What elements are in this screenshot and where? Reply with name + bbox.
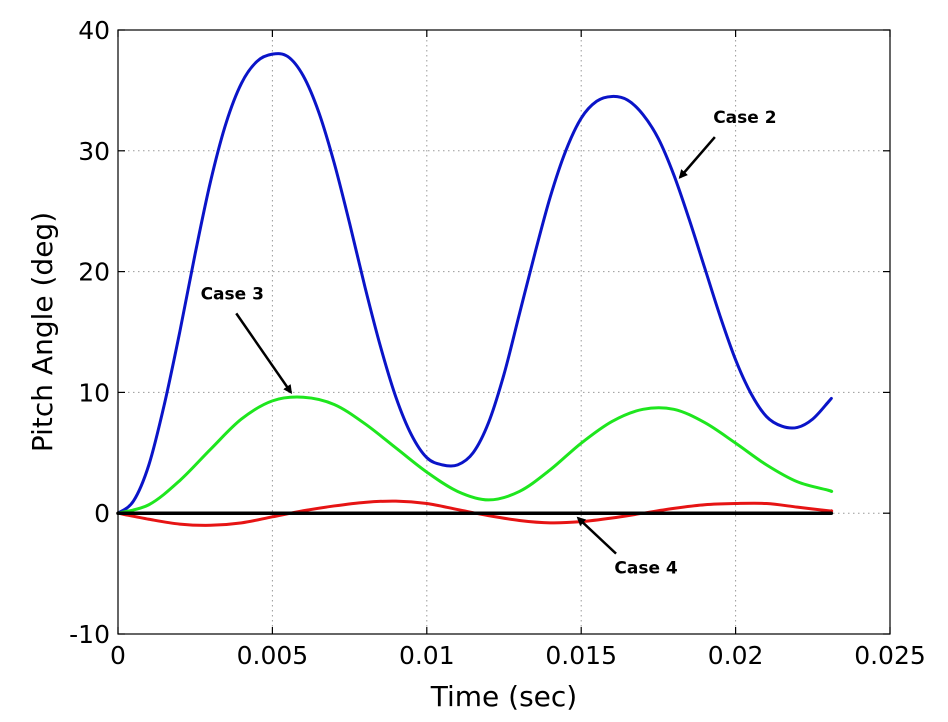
- y-tick-label: 20: [78, 258, 110, 287]
- y-tick-label: 30: [78, 137, 110, 166]
- plot-frame: [117, 29, 891, 635]
- series-line-case-2: [116, 52, 833, 515]
- x-tick-label: 0.01: [399, 641, 455, 670]
- plot-series: [116, 52, 834, 527]
- series-line-case-4: [116, 499, 834, 527]
- annotation-arrow: [576, 516, 617, 555]
- y-tick-label: 10: [78, 378, 110, 407]
- annotation-label: Case 2: [713, 108, 776, 128]
- annotation-arrow: [678, 136, 716, 179]
- y-tick-label: -10: [69, 620, 110, 649]
- y-tick-label: 0: [94, 499, 110, 528]
- y-axis-title: Pitch Angle (deg): [26, 212, 59, 452]
- series-line-case-3: [116, 395, 834, 515]
- annotations: Case 2 Case 3 Case 4: [201, 108, 777, 579]
- x-tick-label: 0.005: [237, 641, 309, 670]
- annotation-label: Case 4: [614, 559, 678, 579]
- y-tick-label: 40: [78, 16, 110, 45]
- x-tick-label: 0.025: [854, 641, 926, 670]
- x-tick-label: 0.015: [545, 641, 617, 670]
- x-axis-title: Time (sec): [430, 680, 577, 713]
- x-tick-label: 0.02: [708, 641, 764, 670]
- annotation-label: Case 3: [201, 284, 264, 304]
- annotation-arrow: [235, 312, 293, 395]
- x-tick-label: 0: [110, 641, 126, 670]
